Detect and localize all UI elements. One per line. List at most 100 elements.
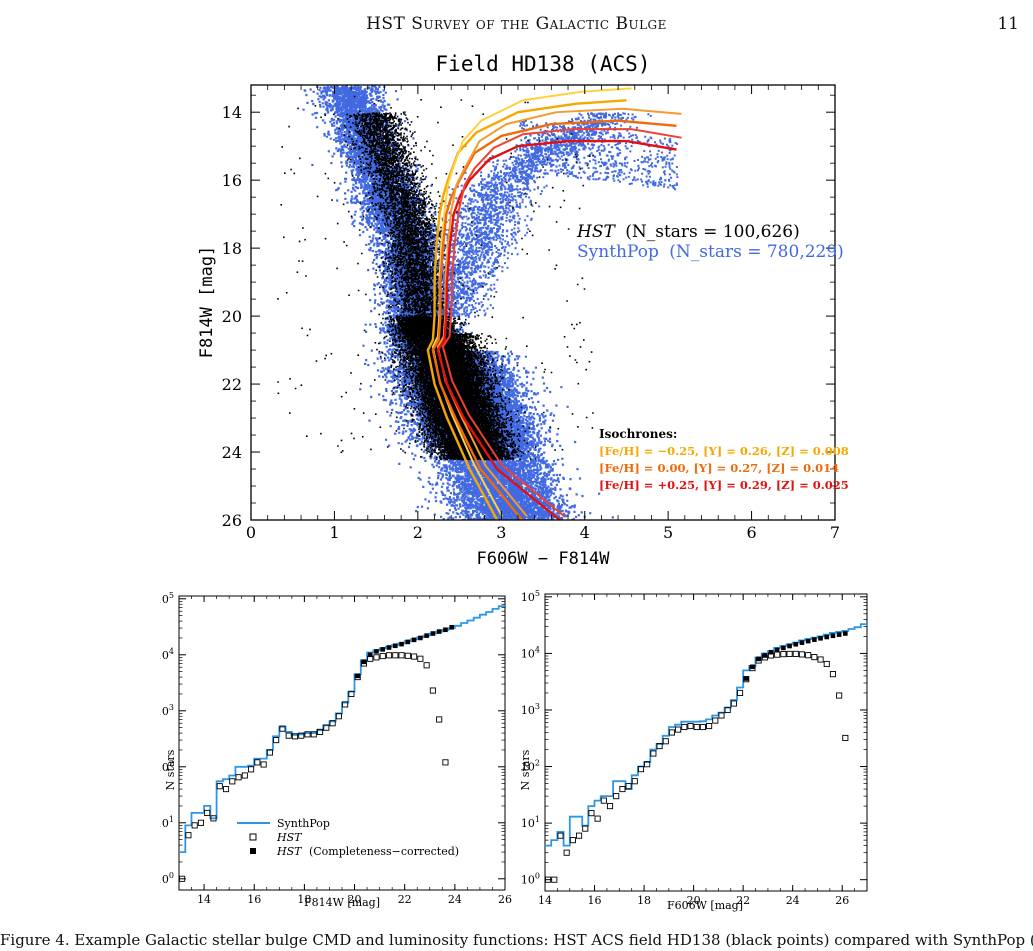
lf-x-tick-label: 20 [348, 893, 362, 906]
lf-hst-point [291, 733, 299, 740]
lf-hst-corr-point [374, 649, 379, 654]
legend-hst-label: HST [276, 831, 303, 844]
isochrone-line-variant [441, 128, 682, 518]
cmd-legend-hst-count: (N_stars = 100,626) [625, 222, 800, 242]
lf-hst-point [423, 662, 430, 669]
lf-hst-point [619, 786, 626, 793]
lf-hst-point [706, 722, 713, 730]
isochrone-line [431, 119, 677, 520]
lf-hst-corr-point [392, 643, 398, 649]
lf-hst-corr-point [443, 627, 448, 633]
lf1-y-label: N stars [164, 749, 177, 790]
lf-hst-corr-point [805, 638, 811, 644]
cmd-legend: HST (N_stars = 100,626) SynthPop (N_star… [576, 222, 844, 262]
lf-hst-point [442, 759, 449, 766]
lf-hst-point [248, 766, 255, 773]
cmd-isochrones [426, 87, 682, 520]
lf-x-tick-label: 14 [197, 893, 211, 906]
lf-hst-point [594, 815, 601, 822]
lf-hst-point [582, 825, 589, 832]
lf-hst-point [254, 759, 261, 766]
lf-hst-corr-point [750, 664, 755, 670]
lf-hst-point [588, 810, 595, 817]
lf-x-tick-label: 22 [398, 893, 412, 906]
lf-hst-corr-point [743, 676, 749, 681]
lf-hst-point [693, 723, 700, 731]
lf-hst-corr-point [380, 647, 386, 652]
lf-hst-point [204, 809, 211, 816]
lf-hst-point [411, 653, 418, 660]
lf-hst-point [811, 654, 818, 661]
lf-hst-point [842, 734, 849, 742]
lf-hst-point [279, 725, 286, 732]
lf-x-tick-label: 16 [588, 894, 602, 907]
lf-hst-point [398, 652, 405, 659]
lf-hst-point [329, 720, 336, 727]
isochrone-legend-3: [Fe/H] = +0.25, [Y] = 0.29, [Z] = 0.025 [599, 478, 849, 492]
lf-hst-point [335, 713, 342, 720]
legend-hst-corr-label: HST [276, 845, 303, 858]
cmd-x-tick-label: 2 [413, 523, 423, 542]
lf-hst-point [687, 722, 694, 730]
lf-hst-point [185, 832, 192, 839]
lf-hst-point [823, 660, 830, 668]
lf-hst-point [304, 731, 311, 738]
lf-hst-point [266, 749, 273, 756]
cmd-y-tick-label: 14 [222, 103, 242, 122]
lf2-y-label: N stars [519, 749, 532, 790]
lf-hst-point [668, 729, 675, 736]
lf-hst-point [712, 717, 719, 724]
lf-hst-corr-point [399, 641, 404, 647]
lf-x-tick-label: 20 [687, 894, 701, 907]
lf-hst-corr-point [787, 643, 792, 649]
cmd-legend-synth-count: (N_stars = 780,229) [669, 242, 844, 262]
cmd-isochrone-legend: Isochrones: [Fe/H] = −0.25, [Y] = 0.26, … [599, 427, 849, 492]
lf-hst-point [662, 738, 669, 745]
lf-y-tick-label: 104 [521, 645, 540, 660]
lf-x-tick-label: 16 [247, 893, 261, 906]
lf-hst-point [222, 786, 230, 793]
lf-hst-point [613, 793, 620, 800]
lf-x-tick-label: 14 [538, 894, 552, 907]
lf-hst-point [298, 732, 305, 739]
lf-x-tick-label: 24 [786, 894, 800, 907]
lf-hst-point [780, 651, 787, 658]
legend-hst-marker [249, 833, 257, 841]
lf-synthpop-step [179, 605, 505, 853]
lf-hst-point [563, 849, 570, 856]
cmd-axes: 0 1 2 3 4 5 6 7 14 16 18 20 22 24 26 [222, 85, 840, 542]
lf-hst-point [600, 797, 607, 804]
lf-hst-point [373, 654, 380, 661]
lf-hst-point [675, 726, 682, 733]
lf-hst-point [317, 728, 324, 735]
lf-hst-point [323, 724, 330, 731]
lf-hst-corr-point [361, 659, 367, 665]
lf-hst-point [197, 819, 204, 826]
lf-hst-corr-point [762, 653, 768, 658]
lf-hst-point [545, 876, 552, 883]
lf1-x-label: F814W [mag] [304, 896, 380, 909]
lf-hst-point [644, 761, 651, 768]
lf-hst-point [576, 832, 583, 839]
lf-hst-point [569, 837, 576, 844]
lf-hst-point [436, 716, 443, 723]
lf-hst-point [429, 687, 436, 694]
legend-hst-corr-suffix: (Completeness−corrected) [309, 845, 459, 858]
lf-x-tick-label: 22 [736, 894, 750, 907]
lf-hst-corr-point [418, 635, 423, 641]
lf-hst-corr-point [430, 631, 436, 636]
cmd-synthpop-giants [398, 112, 679, 319]
lf-hst-point [557, 832, 564, 839]
cmd-y-tick-label: 16 [222, 171, 242, 190]
lf-hst-point [216, 783, 223, 790]
isochrone-legend-1: [Fe/H] = −0.25, [Y] = 0.26, [Z] = 0.008 [599, 444, 849, 458]
lf-hst-point [637, 766, 645, 773]
cmd-x-tick-label: 4 [580, 523, 590, 542]
lf1-legend: SynthPop HST HST (Completeness−corrected… [237, 817, 459, 858]
running-head: HST Survey of the Galactic Bulge 11 [0, 8, 1033, 38]
lf-hst-point [191, 822, 198, 829]
lf-hst-point [417, 655, 424, 662]
lf-hst-point [392, 652, 399, 659]
